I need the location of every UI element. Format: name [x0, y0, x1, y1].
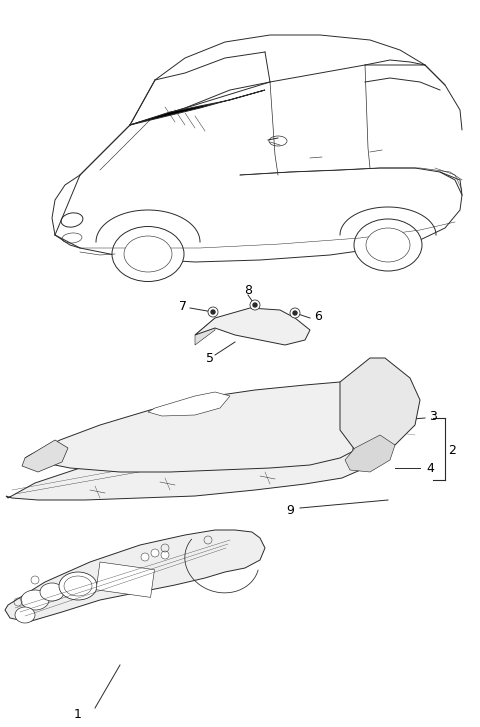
- Polygon shape: [195, 308, 310, 345]
- Ellipse shape: [15, 607, 35, 623]
- Text: 8: 8: [244, 284, 252, 297]
- Polygon shape: [25, 382, 375, 472]
- Text: 2: 2: [448, 443, 456, 457]
- Ellipse shape: [366, 228, 410, 262]
- Polygon shape: [148, 392, 230, 416]
- Polygon shape: [22, 440, 68, 472]
- Polygon shape: [6, 418, 388, 500]
- Polygon shape: [195, 318, 215, 345]
- Circle shape: [253, 303, 257, 307]
- Circle shape: [141, 553, 149, 561]
- Ellipse shape: [62, 233, 82, 243]
- Ellipse shape: [59, 572, 97, 600]
- Ellipse shape: [61, 213, 83, 227]
- Text: 4: 4: [426, 462, 434, 475]
- Text: 3: 3: [429, 409, 437, 422]
- Circle shape: [211, 310, 215, 314]
- Ellipse shape: [124, 236, 172, 272]
- Bar: [96, 562, 155, 598]
- Polygon shape: [352, 408, 392, 462]
- Circle shape: [293, 311, 297, 315]
- Text: 9: 9: [286, 504, 294, 516]
- Ellipse shape: [21, 590, 49, 610]
- Text: 5: 5: [206, 351, 214, 364]
- Ellipse shape: [269, 136, 287, 146]
- Circle shape: [250, 300, 260, 310]
- Text: 6: 6: [314, 310, 322, 323]
- Circle shape: [208, 307, 218, 317]
- Ellipse shape: [112, 227, 184, 281]
- Circle shape: [161, 551, 169, 559]
- Text: 7: 7: [179, 300, 187, 313]
- Polygon shape: [5, 530, 265, 622]
- Polygon shape: [130, 90, 265, 125]
- Ellipse shape: [40, 583, 64, 601]
- Ellipse shape: [64, 576, 92, 596]
- Circle shape: [290, 308, 300, 318]
- Circle shape: [151, 549, 159, 557]
- Polygon shape: [340, 358, 420, 455]
- Ellipse shape: [354, 219, 422, 271]
- Polygon shape: [345, 435, 395, 472]
- Text: 1: 1: [74, 709, 82, 721]
